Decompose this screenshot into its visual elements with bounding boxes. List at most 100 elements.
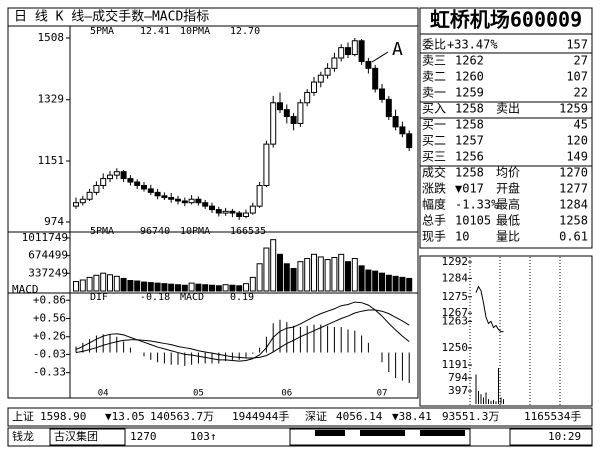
quote-value: 1258 — [455, 102, 484, 116]
candle-body — [222, 210, 229, 214]
x-tick-label: 05 — [193, 389, 204, 399]
indicator-label: 10PMA — [180, 226, 210, 237]
quote-value: 1260 — [455, 70, 484, 84]
quote-label: 卖出 — [496, 102, 520, 116]
x-tick-label: 04 — [98, 389, 109, 399]
candle-body — [406, 133, 413, 149]
candle-body — [331, 57, 338, 69]
volume-bar — [372, 270, 379, 292]
y-tick-label: 1267 — [442, 306, 469, 319]
volume-bar — [263, 247, 270, 292]
volume-bar — [147, 282, 154, 292]
status-text: 103↑ — [190, 430, 217, 443]
volume-bar — [283, 263, 290, 292]
quote-value: 1258 — [559, 214, 588, 228]
volume-bar — [351, 258, 358, 292]
indicator-label: 0.19 — [230, 292, 254, 303]
candle-body — [161, 195, 168, 199]
candle-body — [385, 98, 392, 118]
quote-label: 卖一 — [422, 86, 446, 100]
volume-bar — [236, 285, 243, 292]
quote-label: 买入 — [422, 102, 446, 116]
y-tick-label: +0.86 — [33, 293, 66, 306]
y-tick-label: 337249 — [28, 266, 68, 279]
candle-body — [399, 126, 406, 135]
candle-body — [270, 102, 277, 145]
volume-bar — [256, 263, 263, 292]
candle-body — [188, 198, 195, 204]
candle-body — [113, 171, 120, 176]
status-text: 上证 — [12, 410, 34, 423]
y-tick-label: 1329 — [38, 93, 65, 106]
status-text: 1270 — [130, 430, 157, 443]
volume-bar — [73, 281, 79, 292]
annotation-arrow — [371, 51, 389, 63]
dif-line — [75, 301, 410, 362]
price-line — [475, 285, 504, 333]
indicator-label: 12.70 — [230, 26, 260, 37]
quote-value: 1258 — [455, 166, 484, 180]
progress-box — [289, 428, 471, 446]
volume-bar — [365, 269, 372, 292]
quote-label: 开盘 — [496, 181, 520, 196]
volume-bar — [181, 284, 188, 292]
volume-bar — [161, 283, 168, 292]
quote-label: 卖三 — [422, 54, 446, 68]
candle-body — [79, 198, 86, 204]
y-tick-label: 1284 — [442, 271, 469, 284]
status-text: 1165534手 — [524, 409, 581, 423]
volume-bar — [168, 283, 175, 292]
candle-body — [209, 205, 215, 211]
status-text: 钱龙 — [12, 429, 34, 443]
candle-body — [154, 191, 161, 197]
quote-value: 1270 — [559, 166, 588, 180]
volume-bar — [86, 276, 93, 292]
y-tick-label: 397 — [448, 384, 468, 397]
y-tick-label: 1191 — [442, 358, 469, 371]
y-tick-label: -0.03 — [33, 347, 66, 360]
progress-block — [420, 430, 465, 436]
quote-label: 幅度 — [422, 197, 446, 212]
quote-label: 委比 — [422, 38, 446, 52]
candle-body — [304, 91, 311, 104]
indicator-label: MACD — [180, 292, 204, 303]
volume-bar — [222, 284, 229, 292]
quote-value: 1277 — [559, 182, 588, 196]
candle-body — [86, 191, 93, 200]
candle-body — [73, 202, 79, 207]
volume-bar — [345, 261, 351, 292]
quote-value: 1284 — [559, 198, 588, 212]
volume-bar — [113, 275, 120, 292]
candle-body — [256, 184, 263, 207]
volume-bar — [209, 284, 215, 292]
status-text: 古汉集团 — [54, 429, 98, 443]
y-tick-label: 1250 — [442, 341, 469, 354]
candle-body — [127, 178, 134, 183]
candle-body — [392, 116, 399, 128]
indicator-label: -0.18 — [140, 292, 170, 303]
quote-value: 45 — [574, 118, 588, 132]
quote-value: 1259 — [455, 86, 484, 100]
quote-label: 卖二 — [422, 70, 446, 84]
quote-value: 107 — [566, 70, 588, 84]
status-text: 140563.7万 — [150, 410, 214, 423]
volume-bar — [79, 279, 86, 292]
quote-value: 1257 — [455, 134, 484, 148]
candle-body — [365, 60, 372, 69]
indicator-label: DIF — [90, 292, 108, 303]
indicator-label: 12.41 — [140, 26, 170, 37]
y-tick-label: 974 — [44, 215, 64, 228]
quote-label: 总手 — [422, 214, 446, 228]
y-tick-label: 1275 — [442, 290, 469, 303]
candle-body — [100, 178, 107, 186]
volume-bar — [311, 253, 317, 292]
volume-bar — [188, 282, 195, 292]
quote-value: 10 — [455, 230, 469, 244]
indicator-label: 5PMA — [90, 226, 114, 237]
status-text: 10:29 — [548, 430, 581, 443]
volume-bar — [215, 285, 222, 292]
y-tick-label: 674499 — [28, 249, 68, 262]
quote-value: 120 — [566, 134, 588, 148]
candle-body — [324, 67, 331, 76]
candle-body — [93, 184, 100, 193]
